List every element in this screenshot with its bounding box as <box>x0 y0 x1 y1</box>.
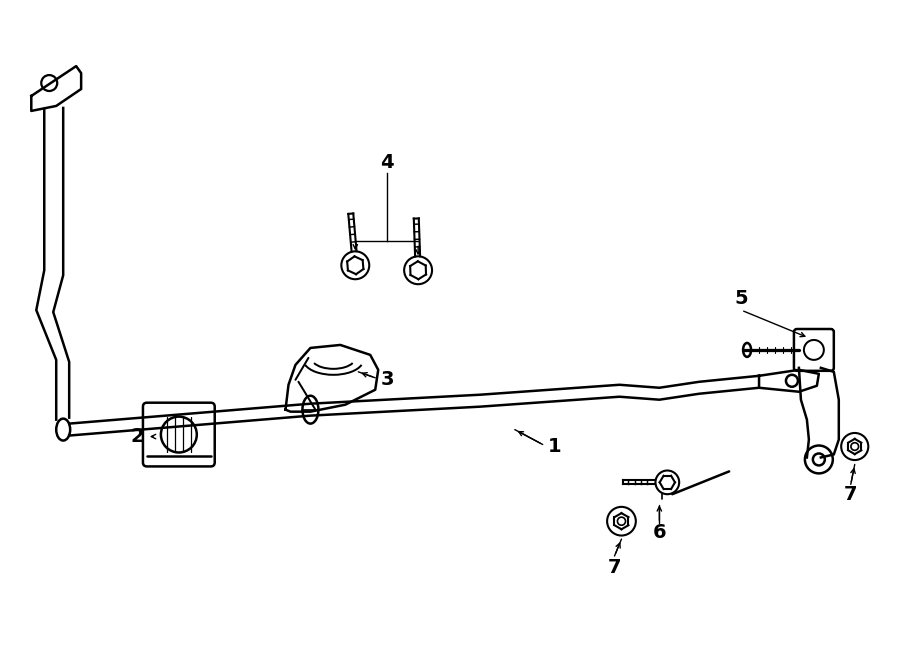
Text: 5: 5 <box>734 289 748 307</box>
Text: 7: 7 <box>608 557 621 576</box>
Text: 6: 6 <box>652 523 666 541</box>
Text: 2: 2 <box>130 427 144 446</box>
Text: 3: 3 <box>381 370 394 389</box>
Text: 1: 1 <box>548 437 562 456</box>
Text: 7: 7 <box>844 485 858 504</box>
Text: 4: 4 <box>381 153 394 173</box>
